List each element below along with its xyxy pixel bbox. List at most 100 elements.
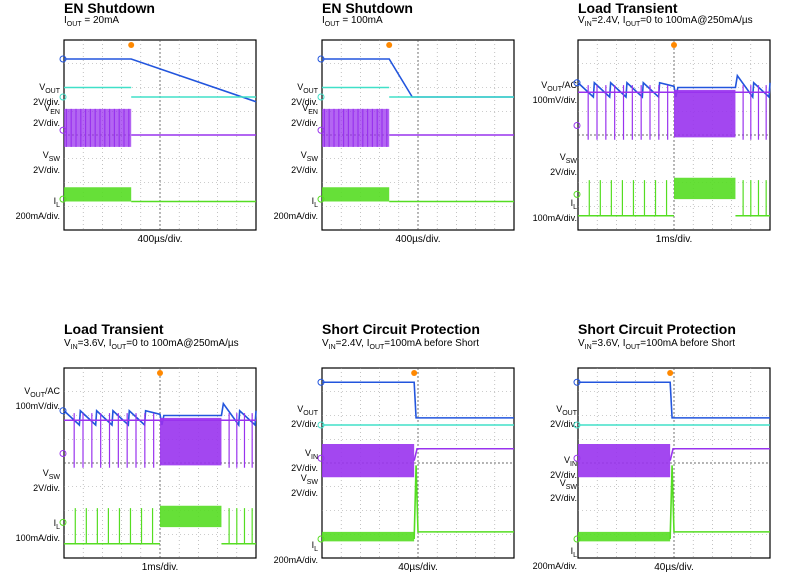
channel-scale: 2V/div. (291, 164, 318, 175)
chart-title: EN Shutdown (322, 0, 413, 16)
trigger-marker (128, 42, 135, 48)
channel-marker (573, 79, 581, 87)
channel-marker (317, 93, 325, 101)
channel-name: IL (570, 546, 577, 559)
channel-marker (59, 518, 67, 526)
channel-name: VOUT (297, 82, 318, 95)
channel-name: IL (311, 196, 318, 209)
channel-scale: 2V/div. (33, 482, 60, 493)
channel-name: IL (570, 198, 577, 211)
channel-scale: 2V/div. (550, 418, 577, 429)
channel-marker (59, 450, 67, 457)
channel-scale: 2V/div. (291, 462, 318, 473)
channel-marker (573, 421, 581, 429)
chart-subtitle: IOUT = 20mA (64, 15, 120, 28)
channel-4-fill (322, 187, 390, 202)
channel-name: VSW (42, 468, 60, 481)
channel-trace (669, 465, 770, 540)
channel-3-fill (588, 177, 767, 216)
channel-trace (322, 86, 514, 98)
channel-label: IL 200mA/div. (0, 196, 60, 221)
chart-title: Load Transient (578, 0, 678, 16)
channel-scale: 2V/div. (550, 469, 577, 480)
chart-title: Short Circuit Protection (578, 321, 736, 337)
timebase-label: 1ms/div. (141, 562, 179, 573)
timebase-label: 400µs/div. (395, 234, 441, 245)
channel-scale: 2V/div. (291, 418, 318, 429)
channel-marker (573, 378, 581, 386)
channel-label: VSW 2V/div. (0, 468, 60, 493)
timebase-label: 1ms/div. (655, 234, 693, 245)
channel-name: VIN (304, 448, 318, 461)
channel-scale: 200mA/div. (532, 560, 577, 571)
channel-name: VOUT (39, 82, 60, 95)
channel-marker (317, 454, 325, 462)
channel-marker (59, 195, 67, 203)
channel-label: VSW 2V/div. (0, 150, 60, 175)
channel-marker (59, 126, 67, 134)
channel-label: IL 200mA/div. (517, 546, 577, 571)
channel-name: IL (53, 518, 60, 531)
trigger-marker (411, 370, 418, 376)
channel-scale: 100mA/div. (532, 212, 577, 223)
channel-label: VOUT 2V/div. (258, 404, 318, 429)
channel-2-fill (587, 85, 767, 140)
channel-marker (573, 454, 581, 462)
channel-3-fill (322, 444, 415, 478)
channel-marker (59, 407, 67, 415)
channel-marker (59, 93, 67, 101)
channel-scale: 2V/div. (33, 164, 60, 175)
trigger-marker (667, 370, 674, 376)
channel-trace (322, 381, 514, 419)
chart-subtitle: VIN=2.4V, IOUT=100mA before Short (322, 338, 480, 351)
channel-marker (317, 55, 325, 63)
channel-name: VOUT/AC (24, 386, 60, 399)
trigger-marker (157, 370, 163, 376)
channel-3-fill (322, 108, 390, 147)
timebase-label: 40µs/div. (398, 562, 438, 573)
channel-scale: 200mA/div. (273, 554, 318, 565)
channel-label: VIN 2V/div. (517, 455, 577, 480)
channel-name: VSW (559, 152, 577, 165)
channel-marker (317, 378, 325, 386)
channel-3-fill (578, 444, 671, 478)
channel-scale: 2V/div. (291, 487, 318, 498)
channel-scale: 2V/div. (291, 96, 318, 107)
channel-marker (59, 55, 67, 63)
channel-name: VOUT (297, 404, 318, 417)
chart-subtitle: VIN=2.4V, IOUT=0 to 100mA@250mA/µs (578, 15, 753, 28)
channel-label: VSW 2V/div. (517, 478, 577, 503)
channel-scale: 200mA/div. (15, 210, 60, 221)
channel-scale: 100mV/div. (15, 400, 60, 411)
channel-marker (573, 122, 581, 129)
channel-marker (317, 126, 325, 134)
channel-3-fill (64, 108, 132, 147)
channel-trace (64, 58, 257, 103)
timebase-label: 40µs/div. (654, 562, 694, 573)
channel-scale: 2V/div. (33, 117, 60, 128)
chart-title: EN Shutdown (64, 0, 155, 16)
channel-marker (317, 195, 325, 203)
channel-label: VOUT 2V/div. (0, 82, 60, 107)
chart-subtitle: VIN=3.6V, IOUT=0 to 100mA@250mA/µs (64, 338, 239, 351)
channel-trace (413, 447, 514, 461)
channel-scale: 100mA/div. (15, 532, 60, 543)
chart-title: Load Transient (64, 321, 164, 337)
channel-name: VSW (42, 150, 60, 163)
channel-label: VEN 2V/div. (0, 103, 60, 128)
channel-name: VEN (44, 103, 60, 116)
channel-name: VSW (300, 150, 318, 163)
channel-name: VOUT/AC (541, 80, 577, 93)
channel-marker (573, 535, 581, 543)
channel-label: VSW 2V/div. (258, 150, 318, 175)
channel-4-fill (64, 187, 132, 202)
chart-title: Short Circuit Protection (322, 321, 480, 337)
channel-scale: 2V/div. (550, 492, 577, 503)
channel-marker (317, 421, 325, 429)
chart-subtitle: VIN=3.6V, IOUT=100mA before Short (578, 338, 736, 351)
trigger-marker (386, 42, 393, 48)
